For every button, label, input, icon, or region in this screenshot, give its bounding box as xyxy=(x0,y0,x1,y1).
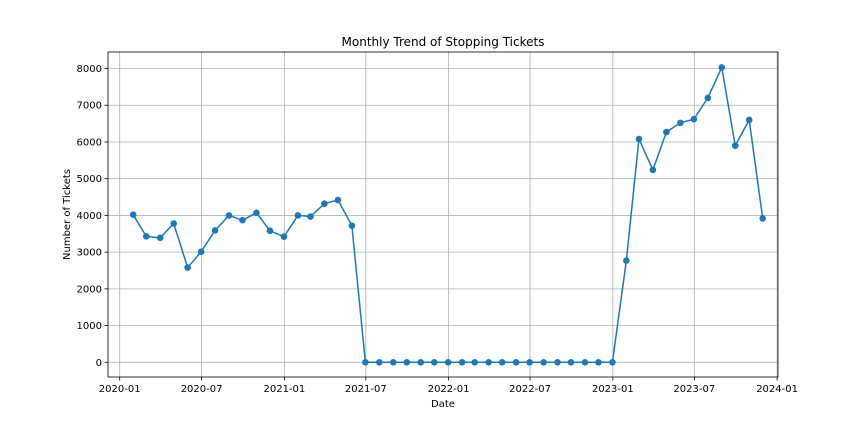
data-point xyxy=(635,135,643,143)
data-point xyxy=(718,64,726,71)
y-tick-label: 5000 xyxy=(77,174,102,185)
data-point xyxy=(266,227,274,235)
y-tick-label: 0 xyxy=(96,358,102,369)
series-layer xyxy=(129,64,766,366)
data-point xyxy=(170,220,177,227)
data-point xyxy=(376,359,383,366)
data-point xyxy=(512,359,520,366)
data-point xyxy=(498,359,506,366)
data-point xyxy=(554,359,561,366)
data-point xyxy=(211,227,219,234)
data-point xyxy=(581,359,589,366)
y-tick-label: 6000 xyxy=(77,137,102,148)
y-tick-label: 8000 xyxy=(77,64,102,75)
x-axis-title: Date xyxy=(431,399,455,410)
data-point xyxy=(595,359,602,366)
y-tick-label: 7000 xyxy=(77,101,102,112)
data-point xyxy=(197,248,205,256)
grid xyxy=(108,52,778,377)
data-point xyxy=(649,166,657,174)
y-tick-label: 3000 xyxy=(77,248,102,259)
data-point xyxy=(225,212,233,219)
y-tick-label: 4000 xyxy=(77,211,102,222)
data-point xyxy=(540,359,547,366)
data-point xyxy=(239,216,246,224)
data-point xyxy=(567,359,575,366)
data-point xyxy=(609,359,616,366)
data-point xyxy=(403,359,411,366)
x-tick-label: 2022-01 xyxy=(428,384,470,395)
data-point xyxy=(294,212,302,219)
data-point xyxy=(471,359,479,366)
data-point xyxy=(334,196,342,204)
data-point xyxy=(704,94,712,102)
data-point xyxy=(690,115,698,123)
x-tick-label: 2022-07 xyxy=(509,384,551,395)
x-tick-label: 2020-01 xyxy=(99,384,141,395)
data-point xyxy=(280,233,288,241)
data-point xyxy=(362,359,369,366)
data-point xyxy=(129,211,137,218)
data-point xyxy=(485,359,492,366)
data-point xyxy=(745,116,753,124)
axis-ticks: 2020-01 2020-07 2021-01 2021-07 2022-01 2022-… xyxy=(77,64,798,395)
x-tick-label: 2021-07 xyxy=(345,384,387,395)
data-point xyxy=(156,234,164,242)
y-axis-title: Number of Tickets xyxy=(62,169,73,260)
data-point xyxy=(307,213,314,220)
y-tick-label: 1000 xyxy=(77,321,102,332)
data-point xyxy=(663,128,670,136)
data-point xyxy=(430,359,438,366)
x-tick-label: 2023-07 xyxy=(673,384,715,395)
data-point xyxy=(623,257,630,264)
x-tick-label: 2020-07 xyxy=(181,384,223,395)
data-point xyxy=(444,359,452,366)
x-tick-label: 2024-01 xyxy=(756,384,798,395)
data-point xyxy=(677,119,684,127)
data-point xyxy=(458,359,466,366)
data-point xyxy=(184,264,191,271)
data-point xyxy=(526,359,533,366)
plot-frame xyxy=(107,51,779,378)
data-point xyxy=(348,222,356,229)
y-tick-label: 2000 xyxy=(77,284,102,295)
data-point xyxy=(142,233,150,240)
chart-title: Monthly Trend of Stopping Tickets xyxy=(342,35,545,49)
x-tick-label: 2021-01 xyxy=(263,384,305,395)
data-point xyxy=(389,359,397,366)
data-point xyxy=(759,215,766,222)
data-point xyxy=(417,359,425,366)
x-tick-label: 2023-01 xyxy=(592,384,634,395)
data-point xyxy=(731,142,739,149)
data-point xyxy=(321,200,328,207)
data-point xyxy=(253,209,260,217)
